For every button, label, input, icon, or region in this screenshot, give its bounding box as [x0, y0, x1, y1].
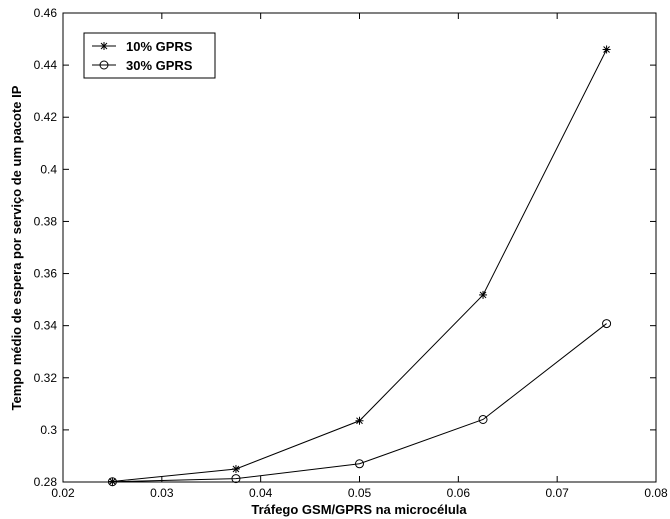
x-tick-label: 0.07 [545, 486, 569, 500]
legend-box [83, 32, 216, 79]
series-1 [108, 45, 611, 486]
legend: 10% GPRS 30% GPRS [83, 32, 216, 79]
asterisk-marker [602, 45, 611, 54]
x-axis-label: Tráfego GSM/GPRS na microcélula [251, 502, 467, 517]
circle-marker [107, 477, 117, 487]
x-tick-label: 0.04 [249, 486, 273, 500]
y-tick-label: 0.38 [34, 214, 58, 228]
y-tick-label: 0.4 [40, 162, 57, 176]
y-tick-label: 0.34 [34, 319, 58, 333]
plot-area [62, 12, 657, 483]
asterisk-marker [355, 416, 364, 425]
legend-label: 30% GPRS [126, 58, 193, 73]
circle-marker [99, 60, 109, 70]
x-tick-label: 0.06 [447, 486, 471, 500]
y-tick-label: 0.28 [34, 475, 58, 489]
asterisk-marker [231, 464, 240, 473]
y-tick-label: 0.3 [40, 423, 57, 437]
y-tick-label: 0.46 [34, 6, 58, 20]
series-line [112, 323, 607, 483]
asterisk-marker [100, 42, 108, 50]
asterisk-stroke [603, 46, 610, 53]
circle-marker [355, 459, 364, 469]
series-2 [107, 319, 612, 487]
y-tick-label: 0.44 [34, 58, 58, 72]
asterisk-stroke [100, 42, 108, 50]
plot-border [62, 12, 657, 483]
x-tick-label: 0.08 [644, 486, 668, 500]
y-tick-label: 0.32 [34, 371, 58, 385]
asterisk-stroke [356, 417, 363, 425]
circle-marker [231, 474, 241, 484]
circle-marker [602, 319, 612, 329]
y-axis-label: Tempo médio de espera por serviço de um … [9, 85, 24, 410]
circle-marker [478, 414, 488, 424]
series-layer [107, 45, 612, 487]
series-line [112, 49, 608, 482]
x-axis: 0.02 0.03 0.04 0.05 0.06 0.07 0.08 [51, 13, 668, 500]
legend-label: 10% GPRS [126, 39, 193, 54]
asterisk-stroke [479, 291, 487, 299]
y-tick-label: 0.36 [34, 267, 58, 281]
y-axis: 0.28 0.3 0.32 0.34 0.36 0.38 0.4 0.42 0.44 0.46 [34, 6, 656, 489]
x-tick-label: 0.05 [348, 486, 372, 500]
legend-item: 30% GPRS [92, 58, 193, 73]
x-tick-label: 0.03 [150, 486, 174, 500]
asterisk-marker [479, 290, 488, 299]
asterisk-stroke [232, 465, 240, 473]
y-tick-label: 0.42 [34, 110, 58, 124]
x-tick-label: 0.02 [51, 486, 75, 500]
legend-item: 10% GPRS [92, 39, 193, 54]
